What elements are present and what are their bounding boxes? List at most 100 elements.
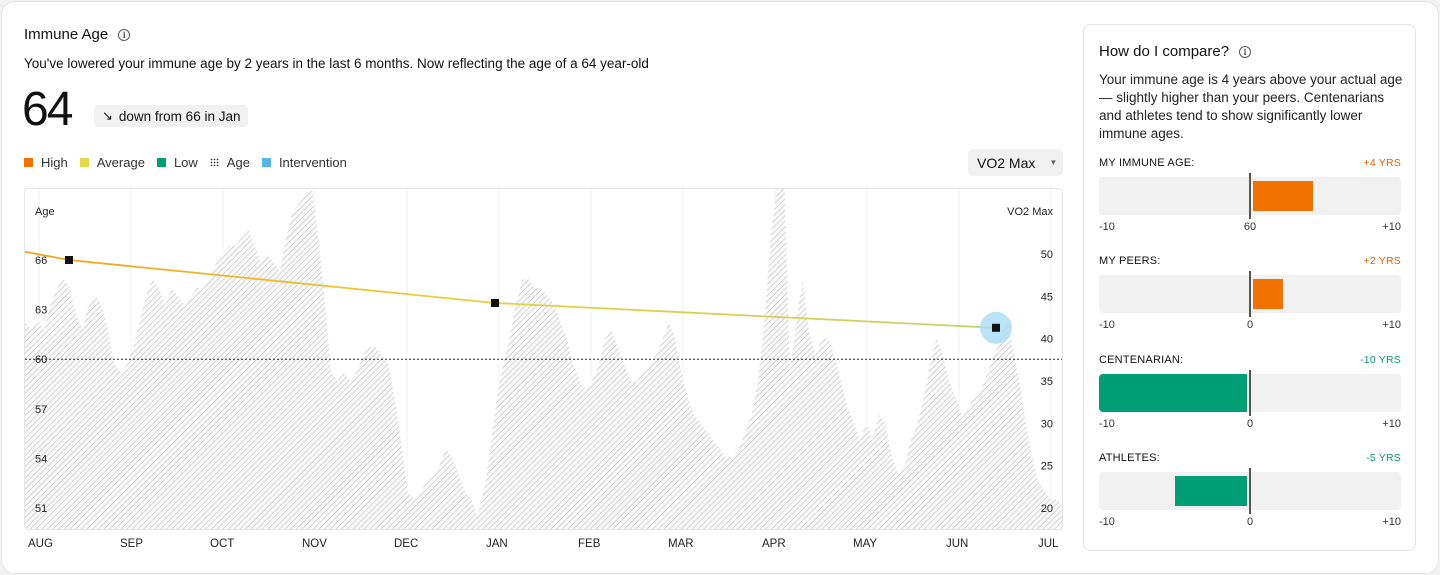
scale-min: -10 bbox=[1099, 418, 1115, 430]
delta-text: down from 66 in Jan bbox=[118, 108, 241, 124]
compare-row-label: MY IMMUNE AGE: bbox=[1099, 157, 1195, 169]
compare-bar bbox=[1099, 370, 1401, 416]
legend-swatch bbox=[79, 158, 89, 167]
arrow-down-right-icon: ↘ bbox=[102, 108, 113, 123]
compare-row-header: CENTENARIAN: -10 YRS bbox=[1099, 354, 1401, 366]
immune-age-point bbox=[491, 298, 499, 307]
immune-age-subtitle: You've lowered your immune age by 2 year… bbox=[24, 56, 649, 71]
compare-bar-fill bbox=[1099, 374, 1247, 412]
x-tick-label: JAN bbox=[486, 538, 508, 550]
compare-bar-fill bbox=[1174, 476, 1247, 506]
x-tick-label: APR bbox=[762, 538, 786, 550]
compare-row-header: ATHLETES: -5 YRS bbox=[1099, 452, 1401, 464]
delta-badge: ↘ down from 66 in Jan bbox=[94, 105, 249, 127]
compare-row-label: MY PEERS: bbox=[1099, 255, 1161, 267]
legend-swatch bbox=[209, 158, 219, 167]
compare-title: How do I compare? i bbox=[1099, 43, 1252, 60]
compare-row: MY PEERS: +2 YRS -10 0 +10 bbox=[1099, 255, 1401, 333]
x-tick-label: DEC bbox=[394, 538, 419, 550]
legend-label: Age bbox=[226, 155, 250, 170]
legend-swatch bbox=[261, 158, 271, 167]
compare-scale: -10 0 +10 bbox=[1099, 418, 1401, 432]
right-tick-label: 35 bbox=[1041, 376, 1053, 388]
legend-label: High bbox=[41, 155, 68, 170]
scale-center: 0 bbox=[1246, 516, 1254, 528]
x-tick-label: MAR bbox=[668, 538, 694, 550]
left-tick-label: 63 bbox=[35, 305, 47, 317]
legend-swatch bbox=[156, 158, 166, 167]
legend-item-low: Low bbox=[156, 155, 198, 170]
legend-label: Intervention bbox=[278, 155, 347, 170]
caret-down-icon: ▼ bbox=[1049, 158, 1058, 167]
compare-row: MY IMMUNE AGE: +4 YRS -10 60 +10 bbox=[1099, 157, 1401, 235]
immune-age-title: Immune Age i bbox=[24, 26, 131, 43]
right-tick-label: 25 bbox=[1041, 461, 1053, 473]
legend-item-intervention: Intervention bbox=[261, 155, 347, 170]
legend-label: Low bbox=[173, 155, 198, 170]
compare-center-line bbox=[1249, 370, 1251, 416]
right-axis-label: VO2 Max bbox=[1007, 206, 1053, 218]
info-icon[interactable]: i bbox=[1239, 45, 1252, 58]
vo2-max-area bbox=[25, 189, 1062, 529]
chart-legend: High Average Low Age Intervention bbox=[24, 155, 347, 170]
scale-max: +10 bbox=[1382, 319, 1401, 331]
legend-item-age: Age bbox=[209, 155, 250, 170]
x-tick-label: NOV bbox=[302, 538, 327, 550]
scale-center: 0 bbox=[1246, 418, 1254, 430]
immune-age-line bbox=[25, 250, 997, 329]
compare-bar bbox=[1099, 271, 1401, 317]
legend-item-average: Average bbox=[79, 155, 145, 170]
compare-row-value: -5 YRS bbox=[1366, 452, 1401, 464]
scale-max: +10 bbox=[1382, 221, 1401, 233]
scale-center: 0 bbox=[1246, 319, 1254, 331]
metric-select-value: VO2 Max bbox=[977, 154, 1036, 171]
left-tick-label: 57 bbox=[35, 404, 47, 416]
title-text: Immune Age bbox=[24, 26, 109, 43]
compare-row: ATHLETES: -5 YRS -10 0 +10 bbox=[1099, 452, 1401, 530]
compare-center-line bbox=[1249, 173, 1251, 219]
compare-center-line bbox=[1249, 468, 1251, 514]
chart-svg: Age VO2 Max 66 63 60 57 54 51 50 45 40 35 30 25 20 bbox=[25, 189, 1062, 529]
x-tick-label: JUN bbox=[946, 538, 969, 550]
compare-row-value: +2 YRS bbox=[1363, 255, 1401, 267]
compare-title-text: How do I compare? bbox=[1099, 43, 1230, 60]
scale-center: 60 bbox=[1243, 221, 1257, 233]
x-tick-label: OCT bbox=[210, 538, 235, 550]
metric-select[interactable]: VO2 Max ▼ bbox=[968, 149, 1063, 176]
left-axis-label: Age bbox=[35, 206, 55, 218]
compare-row-label: CENTENARIAN: bbox=[1099, 354, 1184, 366]
immune-age-value: 64 bbox=[22, 83, 73, 136]
left-tick-label: 66 bbox=[35, 255, 47, 267]
compare-row-value: +4 YRS bbox=[1363, 157, 1401, 169]
compare-bar-fill bbox=[1253, 279, 1284, 309]
left-tick-label: 54 bbox=[35, 453, 47, 465]
compare-description: Your immune age is 4 years above your ac… bbox=[1099, 72, 1403, 141]
x-tick-label: AUG bbox=[28, 538, 53, 550]
right-tick-label: 50 bbox=[1041, 249, 1053, 261]
compare-bar bbox=[1099, 173, 1401, 219]
legend-label: Average bbox=[96, 155, 145, 170]
info-icon[interactable]: i bbox=[118, 28, 131, 41]
compare-row: CENTENARIAN: -10 YRS -10 0 +10 bbox=[1099, 354, 1401, 432]
x-tick-label: JUL bbox=[1038, 538, 1059, 550]
compare-bar-fill bbox=[1253, 181, 1314, 211]
compare-row-header: MY PEERS: +2 YRS bbox=[1099, 255, 1401, 267]
x-tick-label: FEB bbox=[578, 538, 601, 550]
immune-age-point bbox=[65, 256, 73, 264]
x-tick-label: MAY bbox=[853, 538, 878, 550]
legend-item-high: High bbox=[24, 155, 68, 170]
right-tick-label: 20 bbox=[1041, 503, 1053, 515]
right-tick-label: 40 bbox=[1041, 334, 1053, 346]
x-tick-label: SEP bbox=[120, 538, 144, 550]
compare-panel: How do I compare? i Your immune age is 4… bbox=[1083, 24, 1416, 551]
scale-min: -10 bbox=[1099, 221, 1115, 233]
legend-swatch bbox=[24, 158, 33, 167]
compare-bar bbox=[1099, 468, 1401, 514]
immune-age-point bbox=[992, 323, 1000, 332]
right-tick-label: 30 bbox=[1041, 418, 1053, 430]
left-tick-label: 60 bbox=[35, 354, 47, 366]
scale-max: +10 bbox=[1382, 418, 1401, 430]
scale-min: -10 bbox=[1099, 516, 1115, 528]
right-tick-label: 45 bbox=[1041, 291, 1053, 303]
compare-row-label: ATHLETES: bbox=[1099, 452, 1160, 464]
